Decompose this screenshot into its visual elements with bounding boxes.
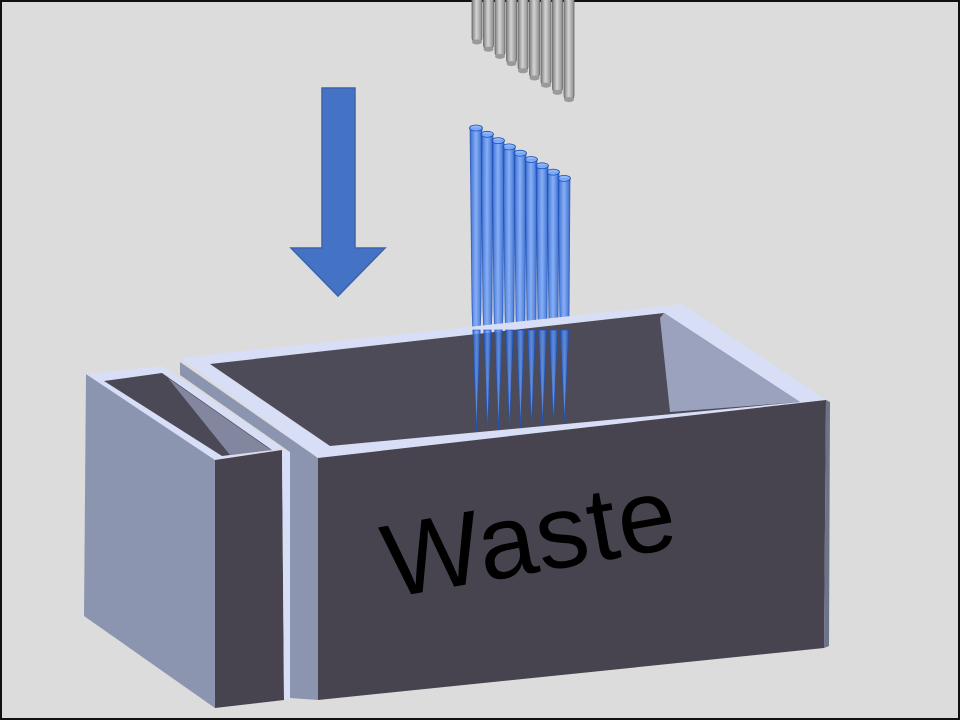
- pin-1: [471, 0, 483, 43]
- waste-bin-opening: [210, 313, 800, 446]
- pipette-tip-rim-1: [469, 124, 483, 132]
- waste-bin-front-face: [318, 400, 826, 700]
- pin-end-1: [472, 39, 482, 45]
- pipette-tip-lower-9: [559, 329, 570, 423]
- pin-4: [506, 0, 517, 64]
- pipette-tips-lower: [472, 329, 570, 433]
- pipette-tip-lower-5: [516, 329, 525, 428]
- small-compartment: [84, 366, 295, 708]
- pipette-tip-lower-7: [538, 329, 547, 425]
- waste-bin: [180, 304, 830, 700]
- pipette-tip-rim-6: [524, 156, 538, 163]
- pin-3: [494, 0, 506, 57]
- pin-end-3: [495, 53, 505, 59]
- pipette-tip-lower-1: [472, 329, 481, 433]
- small-compartment-front-face: [215, 450, 284, 708]
- pipette-tip-rim-7: [535, 162, 549, 170]
- pipette-tip-rim-9: [557, 174, 571, 182]
- pipette-tip-lower-4: [505, 329, 514, 429]
- pin-end-8: [552, 89, 563, 95]
- pipette-tip-rim-8: [546, 168, 560, 176]
- pin-6: [529, 0, 540, 79]
- pipette-tip-rim-4: [502, 143, 516, 151]
- pipette-tip-lower-6: [527, 329, 536, 427]
- pin-2: [483, 0, 494, 50]
- pin-7: [540, 0, 552, 86]
- pipette-tip-lower-2: [483, 329, 492, 431]
- pipette-tip-rim-2: [480, 130, 494, 138]
- down-arrow-icon: [289, 87, 387, 298]
- pipette-tip-rim-3: [491, 137, 505, 145]
- pin-end-9: [564, 97, 574, 103]
- pin-end-6: [529, 75, 540, 81]
- pin-end-7: [541, 82, 551, 88]
- pipette-tip-lower-8: [548, 329, 559, 424]
- pin-8: [552, 0, 563, 93]
- pin-end-5: [518, 68, 528, 74]
- pipette-tip-lower-3: [494, 329, 503, 430]
- pin-end-2: [483, 46, 494, 52]
- small-compartment-left-face: [84, 374, 215, 708]
- pin-end-4: [506, 61, 517, 67]
- pin-9: [563, 0, 575, 100]
- pin-5: [517, 0, 529, 72]
- waste-bin-left-face: [180, 362, 318, 700]
- pipette-tip-rim-5: [513, 149, 527, 157]
- pipette-head-pins: [471, 0, 575, 103]
